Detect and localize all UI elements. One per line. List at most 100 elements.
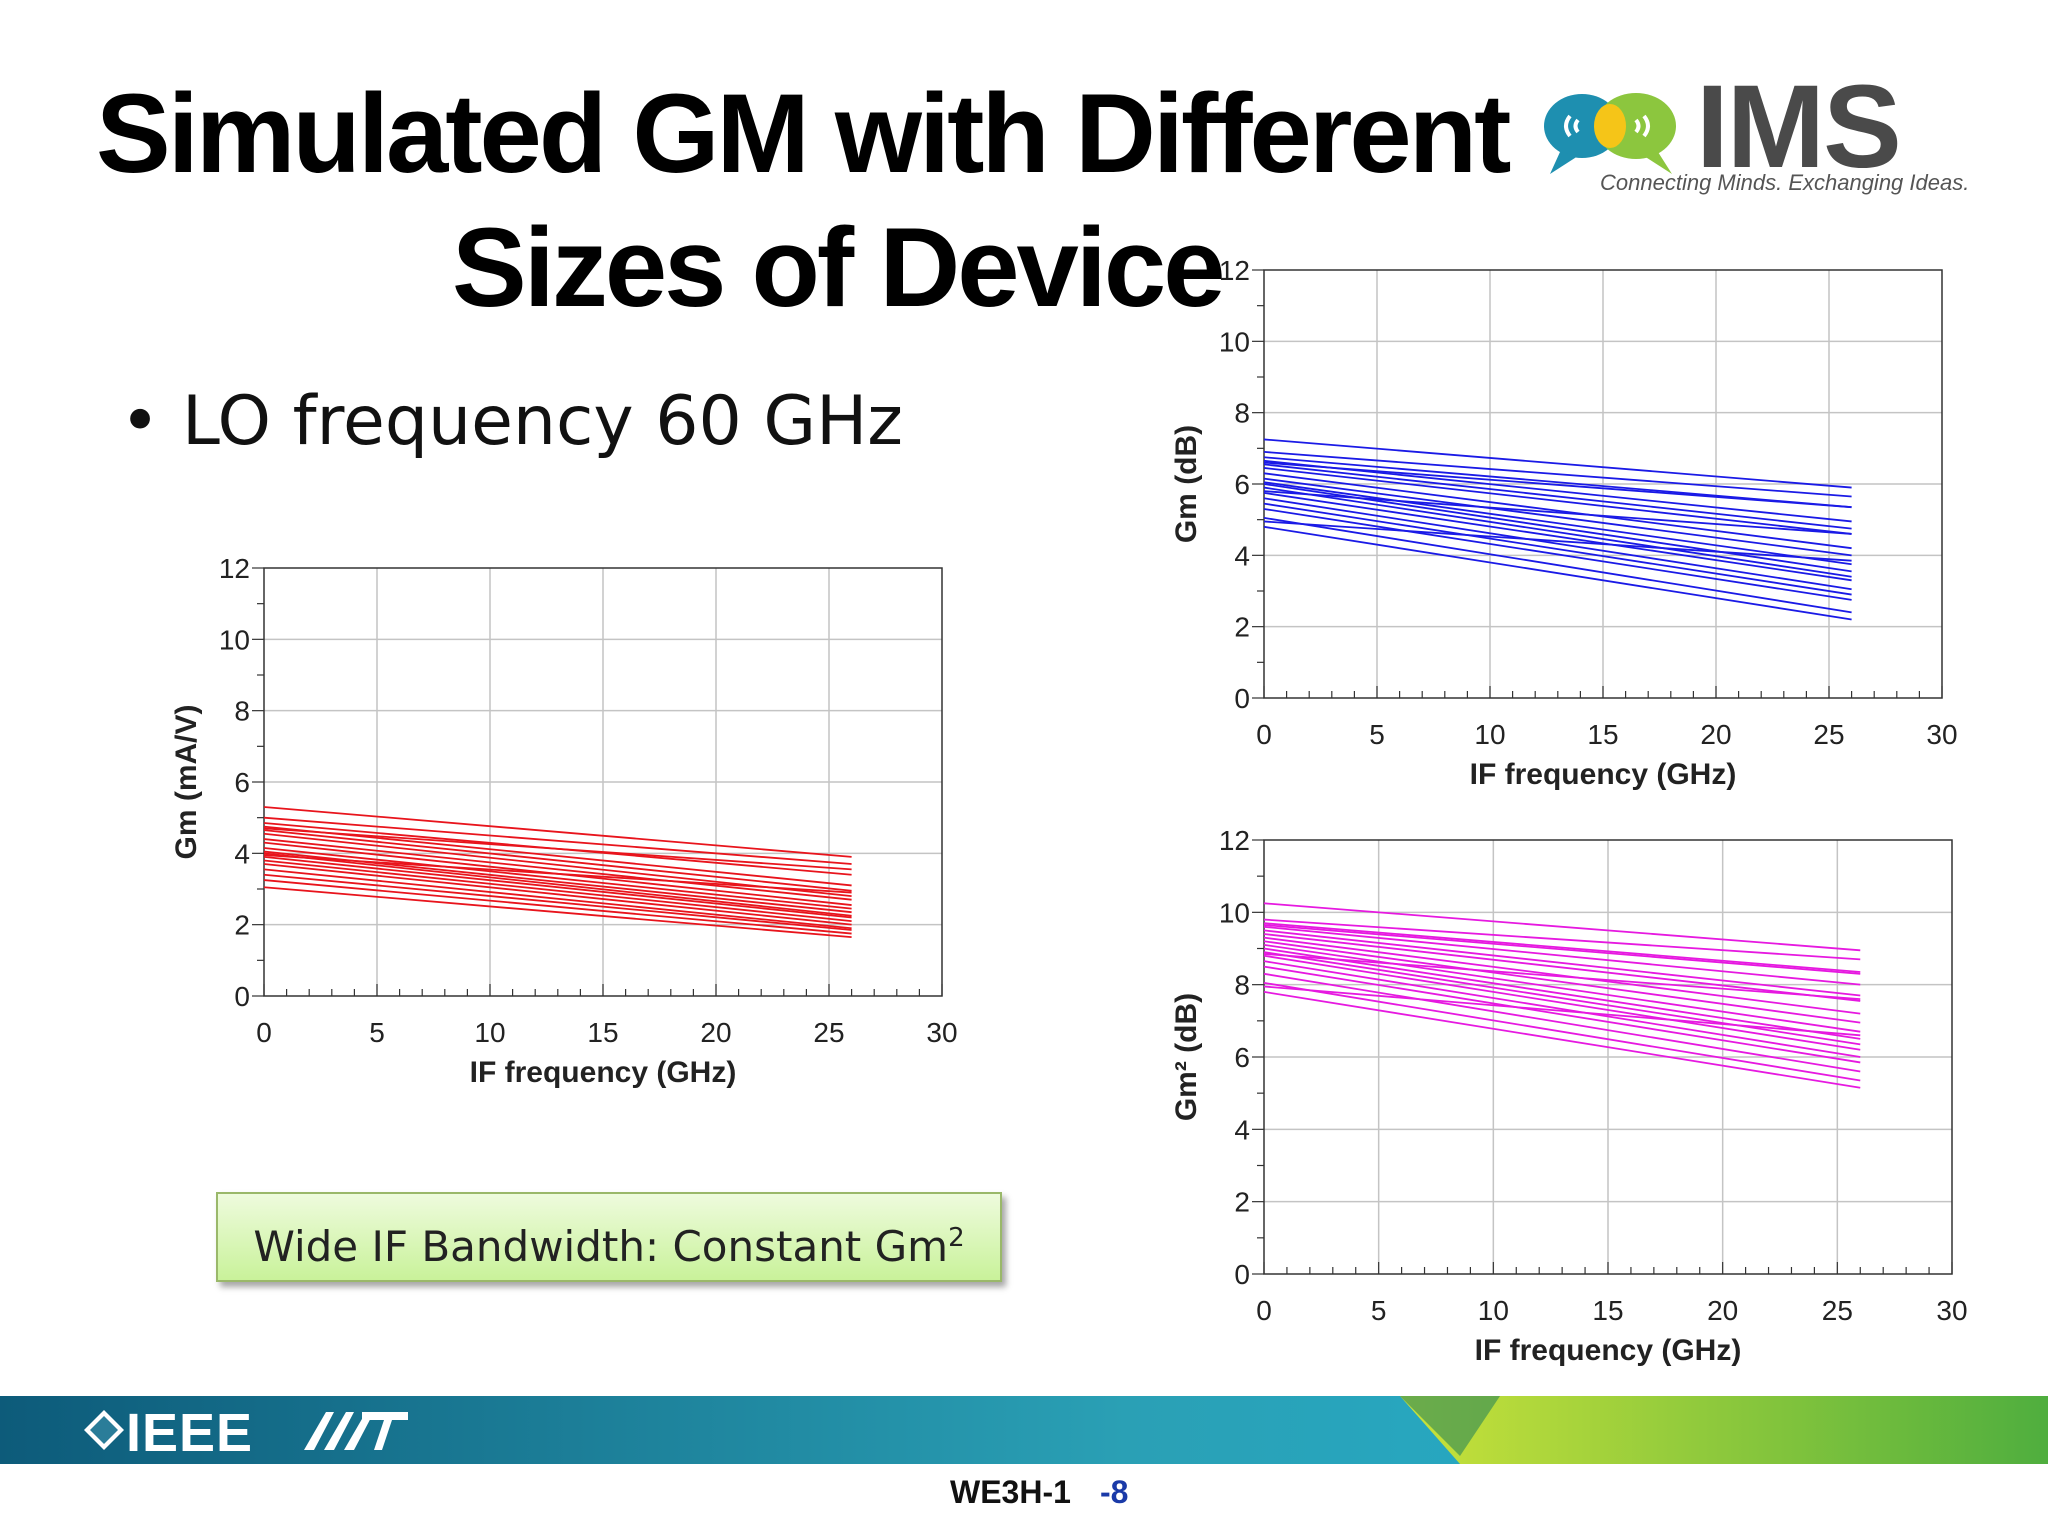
series-line-7 bbox=[1263, 936, 1861, 1015]
series-line-14 bbox=[1263, 965, 1861, 1064]
series-line-15 bbox=[263, 868, 852, 930]
series-line-14 bbox=[263, 863, 852, 926]
series-line-18 bbox=[1263, 461, 1852, 509]
series-line-2 bbox=[1263, 451, 1852, 498]
slide-title-line2: Sizes of Device bbox=[452, 205, 1225, 330]
series-line-9 bbox=[1263, 481, 1852, 566]
series-line-20 bbox=[1263, 520, 1852, 562]
y-tick-label: 12 bbox=[219, 553, 250, 584]
series-line-11 bbox=[263, 852, 852, 917]
bullet-dot: • bbox=[120, 382, 161, 461]
series-line-13 bbox=[1263, 960, 1861, 1058]
logo-tagline: Connecting Minds. Exchanging Ideas. bbox=[1600, 170, 1970, 195]
series-line-10 bbox=[1263, 947, 1861, 1040]
series-line-16 bbox=[263, 873, 852, 931]
footer-session-code: WE3H-1 bbox=[950, 1474, 1071, 1510]
callout-text: Wide IF Bandwidth: Constant Gm bbox=[253, 1222, 949, 1271]
series-line-2 bbox=[263, 816, 852, 865]
y-tick-label: 4 bbox=[1234, 1114, 1250, 1145]
bullet-text: LO frequency 60 GHz bbox=[182, 382, 903, 461]
logo-name: IMS bbox=[1696, 61, 1902, 193]
series-line-6 bbox=[1263, 467, 1852, 535]
callout-superscript: 2 bbox=[948, 1223, 965, 1253]
x-tick-label: 15 bbox=[587, 1017, 618, 1048]
y-tick-label: 6 bbox=[1234, 1042, 1250, 1073]
series-line-17 bbox=[1263, 525, 1852, 621]
x-tick-label: 0 bbox=[256, 1017, 272, 1048]
chart-gm2-db: 0 5 10 15 20 25 30 0 2 4 6 8 10 12 IF frequency (GHz) G… bbox=[1170, 825, 1968, 1367]
x-tick-label: 10 bbox=[1474, 719, 1505, 750]
bullet-item: • LO frequency 60 GHz bbox=[120, 382, 903, 461]
speech-bubbles-icon bbox=[1544, 93, 1676, 174]
series-line-18 bbox=[263, 886, 852, 939]
y-tick-label: 10 bbox=[1219, 897, 1250, 928]
y-tick-label: 4 bbox=[234, 838, 250, 869]
series-line-7 bbox=[263, 838, 852, 901]
y-tick-label: 2 bbox=[1234, 1187, 1250, 1218]
series-line-17 bbox=[263, 879, 852, 935]
series-line-16 bbox=[1263, 516, 1852, 614]
series-line-5 bbox=[1263, 463, 1852, 530]
y-tick-label: 6 bbox=[1234, 469, 1250, 500]
series-line-12 bbox=[1263, 954, 1861, 1051]
footer-band bbox=[0, 1396, 2048, 1464]
x-tick-label: 15 bbox=[1592, 1295, 1623, 1326]
footer-page-number: -8 bbox=[1100, 1474, 1129, 1510]
y-tick-label: 10 bbox=[219, 624, 250, 655]
series-line-12 bbox=[1263, 492, 1852, 582]
series-line-9 bbox=[1263, 943, 1861, 1033]
x-tick-label: 10 bbox=[474, 1017, 505, 1048]
series-line-15 bbox=[1263, 972, 1861, 1073]
series-line-7 bbox=[1263, 472, 1852, 550]
x-tick-label: 30 bbox=[1936, 1295, 1967, 1326]
series-line-19 bbox=[263, 827, 852, 871]
ims-logo: IMS Connecting Minds. Exchanging Ideas. bbox=[1540, 68, 1980, 204]
series-line-2 bbox=[1263, 918, 1861, 961]
x-tick-label: 5 bbox=[1371, 1295, 1387, 1326]
x-tick-label: 0 bbox=[1256, 1295, 1272, 1326]
y-tick-label: 2 bbox=[234, 910, 250, 941]
y-axis-label: Gm² (dB) bbox=[1170, 993, 1203, 1121]
y-tick-label: 0 bbox=[1234, 683, 1250, 714]
series-line-5 bbox=[263, 829, 852, 892]
series-line-8 bbox=[1263, 477, 1852, 557]
x-tick-label: 10 bbox=[1478, 1295, 1509, 1326]
series-line-1 bbox=[263, 806, 852, 858]
series-line-5 bbox=[1263, 929, 1861, 997]
x-tick-label: 25 bbox=[1813, 719, 1844, 750]
y-axis-label: Gm (dB) bbox=[1170, 425, 1203, 543]
series-line-1 bbox=[1263, 438, 1852, 489]
series-line-11 bbox=[1263, 951, 1861, 1046]
y-tick-label: 8 bbox=[1234, 970, 1250, 1001]
x-tick-label: 25 bbox=[1822, 1295, 1853, 1326]
series-line-12 bbox=[263, 856, 852, 919]
y-tick-label: 2 bbox=[1234, 612, 1250, 643]
y-axis-label: Gm (mA/V) bbox=[170, 704, 203, 859]
x-tick-label: 25 bbox=[813, 1017, 844, 1048]
mtt-logo-icon bbox=[304, 1412, 408, 1450]
series-line-4 bbox=[1263, 925, 1861, 986]
series-line-9 bbox=[263, 847, 852, 910]
x-tick-label: 15 bbox=[1587, 719, 1618, 750]
series-line-18 bbox=[1263, 924, 1861, 975]
x-axis-label: IF frequency (GHz) bbox=[470, 1056, 737, 1089]
series-line-8 bbox=[1263, 940, 1861, 1024]
x-axis-label: IF frequency (GHz) bbox=[1470, 758, 1737, 791]
footer-ieee-text: IEEE bbox=[126, 1403, 254, 1463]
series-line-3 bbox=[1263, 922, 1861, 973]
series-line-14 bbox=[1263, 502, 1852, 596]
series-line-20 bbox=[1263, 985, 1861, 1037]
x-tick-label: 0 bbox=[1256, 719, 1272, 750]
x-tick-label: 5 bbox=[369, 1017, 385, 1048]
series-line-19 bbox=[1263, 953, 1861, 1001]
series-line-11 bbox=[1263, 486, 1852, 578]
y-tick-label: 10 bbox=[1219, 326, 1250, 357]
series-line-17 bbox=[1263, 991, 1861, 1089]
y-tick-label: 8 bbox=[234, 696, 250, 727]
ieee-diamond-icon bbox=[84, 1410, 124, 1450]
series-line-6 bbox=[1263, 933, 1861, 1002]
series-line-4 bbox=[263, 825, 852, 887]
y-tick-label: 0 bbox=[234, 981, 250, 1012]
x-tick-label: 5 bbox=[1369, 719, 1385, 750]
x-tick-label: 20 bbox=[1700, 719, 1731, 750]
